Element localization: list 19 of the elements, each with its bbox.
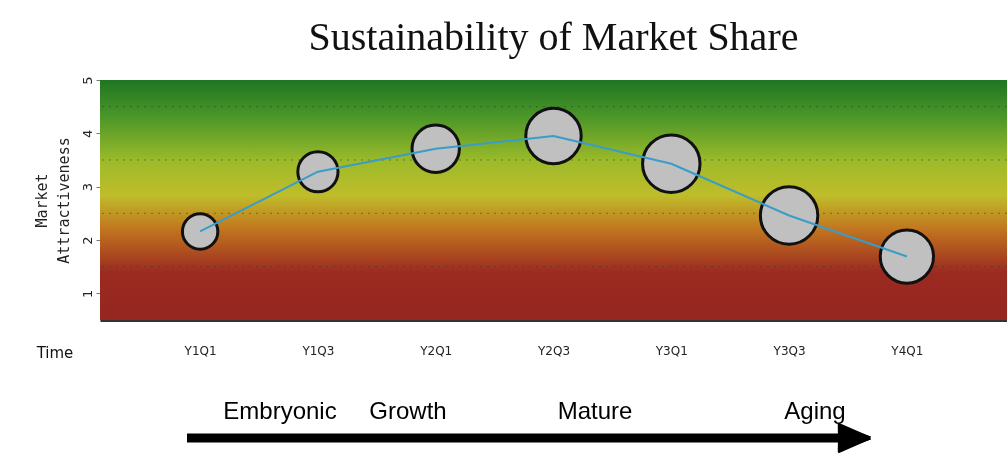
x-tick-label: Y3Q1 xyxy=(654,343,688,358)
x-tick-label: Y2Q1 xyxy=(419,343,453,358)
y-tick-label: 4 xyxy=(79,129,95,138)
x-tick-label: Y4Q1 xyxy=(890,343,924,358)
x-tick-label: Y1Q3 xyxy=(301,343,335,358)
y-axis-title: Market Attractiveness xyxy=(32,137,73,264)
x-tick-label: Y1Q1 xyxy=(183,343,217,358)
y-tick-label: 3 xyxy=(79,183,95,192)
text: Mature xyxy=(557,397,633,424)
chart-title: Sustainability of Market Share xyxy=(308,13,799,59)
x-axis-title: Time xyxy=(35,344,74,362)
x-tick-label: Y2Q3 xyxy=(536,343,571,358)
text: Embryonic xyxy=(223,397,337,424)
y-tick-label: 1 xyxy=(79,289,95,298)
text: Growth xyxy=(369,397,447,424)
x-tick-label: Y3Q3 xyxy=(772,343,806,358)
text: Aging xyxy=(784,397,846,424)
y-tick-label: 5 xyxy=(79,76,95,85)
y-tick-label: 2 xyxy=(79,236,95,245)
